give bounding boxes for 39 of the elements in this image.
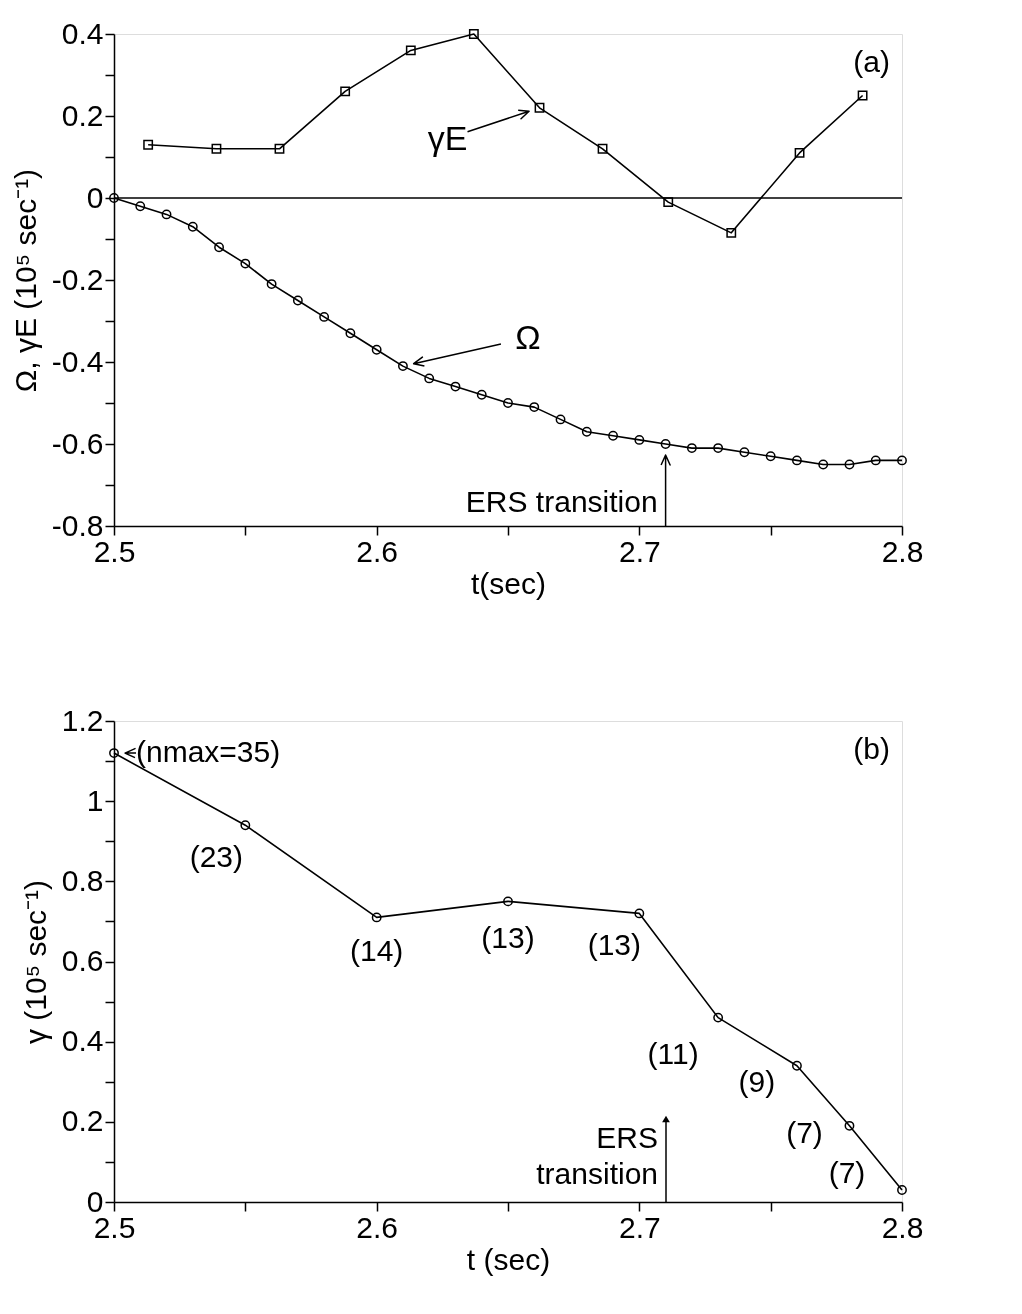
y-tick-label: 1.2 <box>61 703 104 737</box>
annotation: (14) <box>349 934 404 968</box>
y-tick-label: -0.8 <box>51 508 104 542</box>
annotation: (a) <box>853 45 890 78</box>
y-tick-label: 0 <box>86 1184 104 1218</box>
x-tick-label: 2.7 <box>618 534 661 568</box>
annotation: (b) <box>853 732 890 765</box>
y-tick-label: 0.4 <box>61 1024 104 1058</box>
annotation: (9) <box>738 1064 776 1098</box>
x-tick-label: 2.7 <box>618 1210 661 1244</box>
annotation: ERS transition <box>536 1121 658 1190</box>
x-tick-label: 2.8 <box>881 1210 924 1244</box>
annotation: (7) <box>786 1115 823 1149</box>
y-tick-label: 0.4 <box>61 16 104 50</box>
annotation: (nmax=35) <box>136 735 281 769</box>
annotation: (23) <box>189 840 244 874</box>
y-tick-label: 1 <box>86 783 104 817</box>
annotation: (7) <box>828 1155 866 1189</box>
x-tick-label: 2.6 <box>356 534 399 568</box>
x-axis-title: t(sec) <box>471 566 546 600</box>
x-tick-label: 2.6 <box>356 1210 399 1244</box>
y-tick-label: 0 <box>86 180 104 214</box>
x-axis-title: t (sec) <box>466 1242 551 1276</box>
y-tick-label: -0.2 <box>51 262 104 296</box>
y-tick-label: -0.6 <box>51 426 104 460</box>
series-label: γE <box>427 118 468 157</box>
y-tick-label: 0.2 <box>61 98 104 132</box>
y-tick-label: 0.2 <box>61 1104 104 1138</box>
x-tick-label: 2.8 <box>881 534 924 568</box>
y-tick-label: 0.6 <box>61 944 104 977</box>
y-tick-label: -0.4 <box>51 344 104 378</box>
y-axis-title: γ (10⁵ sec⁻¹) <box>18 879 52 1045</box>
annotation: (13) <box>587 928 642 962</box>
y-tick-label: 0.8 <box>61 863 104 897</box>
legend-label: Ω <box>515 318 541 357</box>
y-axis-title: Ω, γE (10⁵ sec⁻¹) <box>8 168 42 393</box>
annotation: (11) <box>647 1036 699 1070</box>
annotation: ERS transition <box>465 485 658 518</box>
annotation: (13) <box>481 921 535 955</box>
